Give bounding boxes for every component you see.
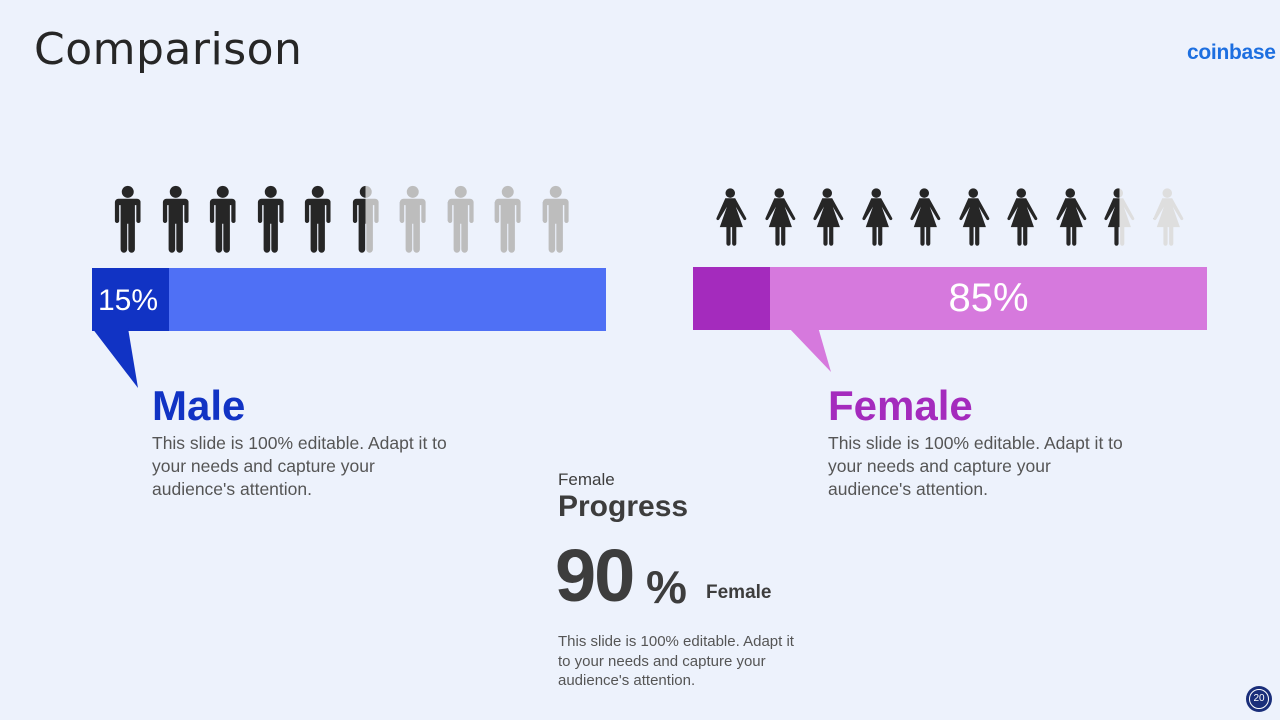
man-icon [304, 185, 331, 253]
progress-description: This slide is 100% editable. Adapt it to… [558, 633, 794, 689]
male-heading: Male [152, 382, 246, 429]
male-icon-row [104, 183, 579, 263]
male-percent-label: 15% [98, 284, 159, 317]
man-icon [209, 185, 236, 253]
woman-icon [1152, 188, 1183, 246]
progress-label: Female [706, 582, 772, 603]
progress-number: 90 [555, 534, 635, 617]
male-bar-track [92, 268, 606, 331]
woman-icon [764, 188, 795, 246]
brand-logo: coinbase [1187, 41, 1276, 64]
female-bar-graphic [693, 267, 1207, 372]
progress-title: Progress [558, 490, 689, 523]
woman-icon [813, 188, 844, 246]
female-callout-tail [788, 327, 831, 372]
woman-icon [958, 188, 989, 246]
page-number: 20 [1249, 689, 1269, 709]
progress-percent-sign: % [646, 561, 687, 613]
woman-icon [1007, 188, 1038, 246]
female-bar-fill [693, 267, 770, 330]
female-description: This slide is 100% editable. Adapt it to… [828, 433, 1123, 499]
male-bar-fill [92, 268, 169, 331]
female-icon-row [706, 180, 1191, 254]
man-icon [352, 185, 379, 253]
man-icon [114, 185, 141, 253]
woman-icon [861, 188, 892, 246]
man-icon [447, 185, 474, 253]
female-percent-label: 85% [948, 276, 1029, 320]
page-number-badge: 20 [1246, 686, 1272, 712]
male-description: This slide is 100% editable. Adapt it to… [152, 433, 447, 499]
male-callout-tail [92, 328, 138, 388]
man-icon [542, 185, 569, 253]
man-icon [399, 185, 426, 253]
woman-icon [910, 188, 941, 246]
woman-icon [1055, 188, 1086, 246]
man-icon [257, 185, 284, 253]
man-icon [162, 185, 189, 253]
male-bar-graphic [92, 268, 606, 388]
female-bar-track [693, 267, 1207, 330]
woman-icon [1104, 188, 1135, 246]
female-heading: Female [828, 382, 973, 429]
man-icon [494, 185, 521, 253]
woman-icon [716, 188, 747, 246]
slide-title: Comparison [34, 24, 303, 75]
progress-kicker: Female [558, 470, 615, 489]
